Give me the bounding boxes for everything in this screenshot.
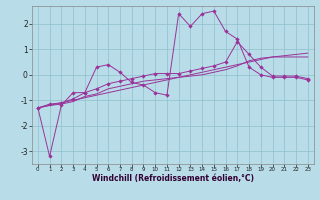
X-axis label: Windchill (Refroidissement éolien,°C): Windchill (Refroidissement éolien,°C): [92, 174, 254, 183]
